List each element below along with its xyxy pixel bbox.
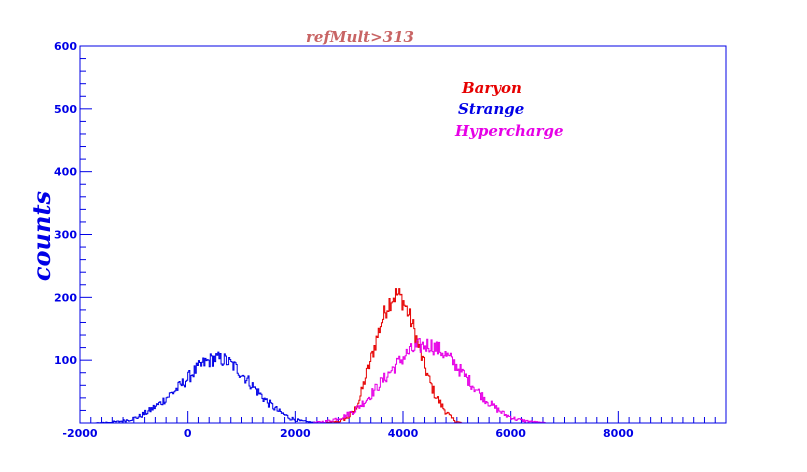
y-tick-label: 400 (54, 166, 77, 179)
y-tick-label: 200 (54, 291, 77, 304)
series-layer (90, 288, 716, 424)
y-tick-label: 600 (54, 40, 77, 53)
y-tick-label: 300 (54, 229, 77, 242)
legend-entry-baryon: Baryon (461, 79, 522, 97)
chart-title: refMult>313 (306, 28, 414, 46)
axis-ticks: 100 200 300 400 500 600 -2000 0 2000 4000 6000 8000 (54, 40, 727, 440)
x-tick-label: -2000 (62, 427, 98, 440)
series-line-hypercharge (310, 338, 549, 424)
x-tick-label: 0 (184, 427, 192, 440)
legend: Baryon Strange Hypercharge (454, 79, 564, 140)
x-tick-label: 8000 (603, 427, 634, 440)
plot-frame (79, 45, 727, 424)
legend-entry-hypercharge: Hypercharge (454, 122, 564, 140)
x-tick-label: 2000 (280, 427, 311, 440)
x-tick-label: 6000 (495, 427, 526, 440)
series-line-baryon (321, 288, 463, 424)
y-tick-label: 500 (54, 103, 77, 116)
y-axis-label: counts (27, 190, 56, 281)
legend-entry-strange: Strange (458, 100, 524, 118)
series-line-strange (95, 351, 323, 424)
x-tick-label: 4000 (388, 427, 419, 440)
y-tick-label: 100 (54, 354, 77, 367)
